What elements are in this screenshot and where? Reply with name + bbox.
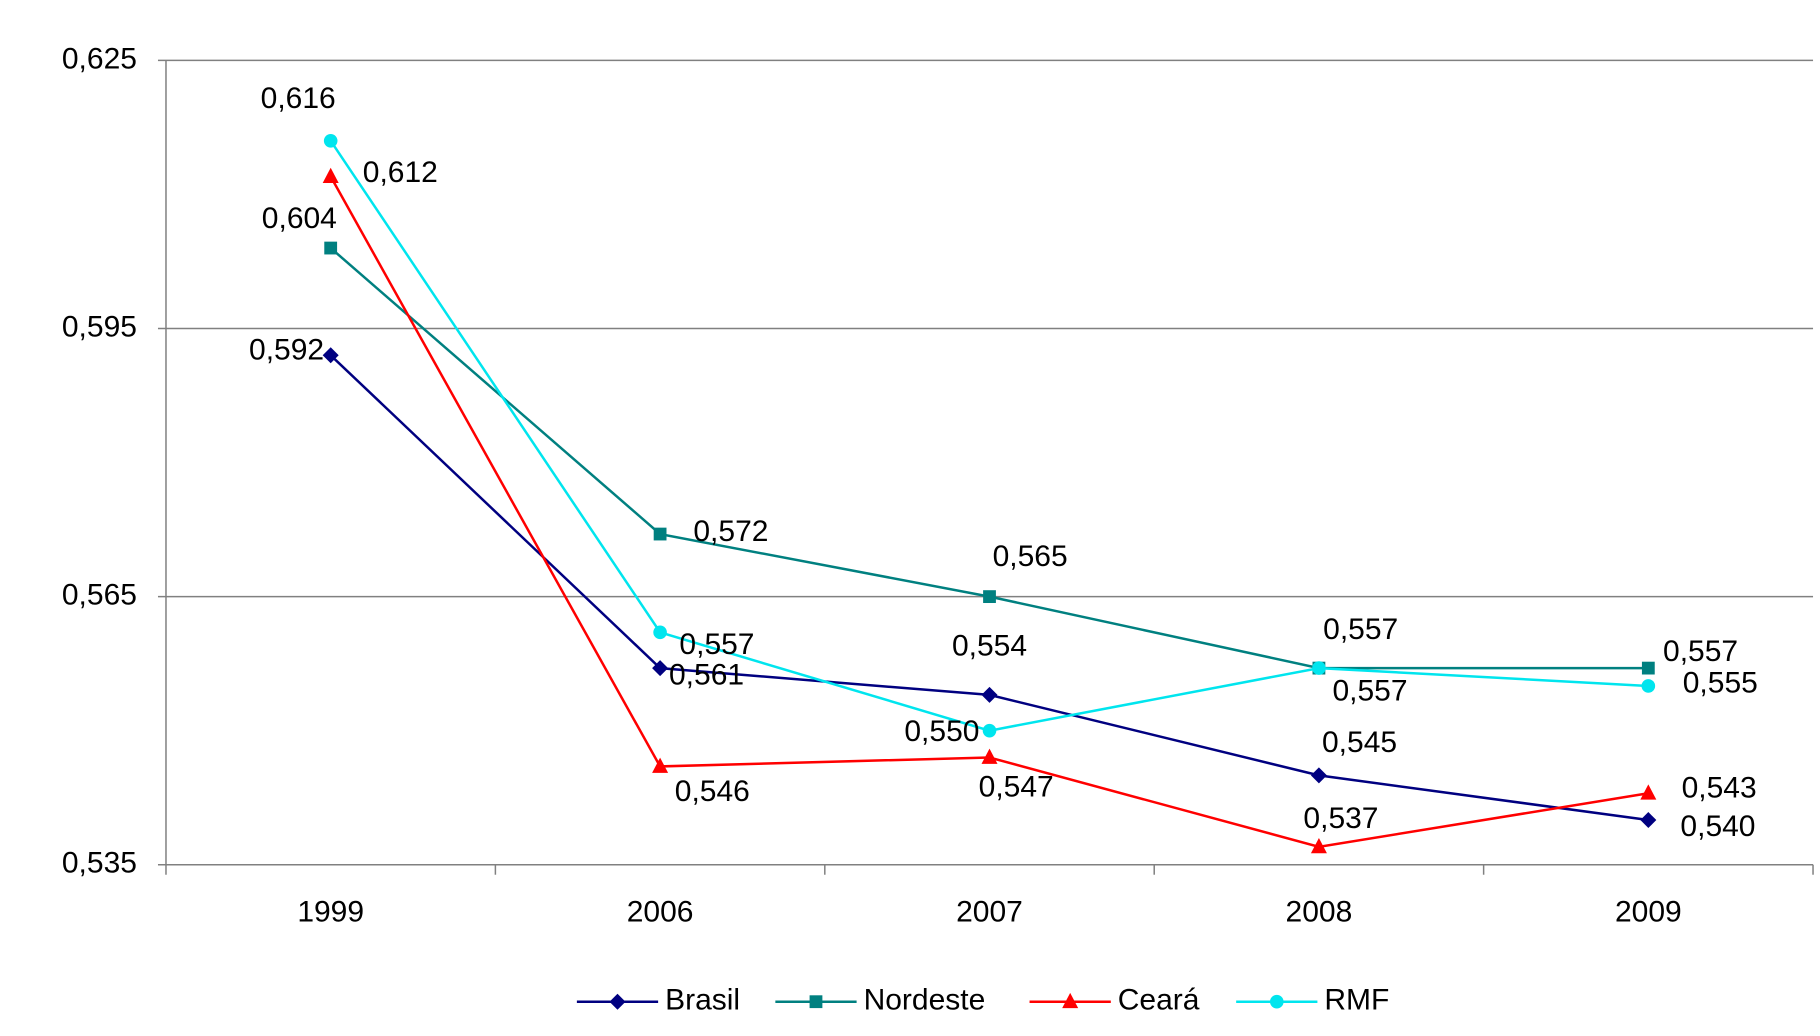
data-label: 0,554 — [952, 629, 1027, 662]
marker — [1310, 838, 1327, 854]
marker — [652, 660, 669, 677]
data-label: 0,565 — [993, 540, 1068, 573]
data-label: 0,572 — [693, 515, 768, 548]
data-label: 0,616 — [261, 82, 336, 115]
data-label: 0,546 — [675, 775, 750, 808]
data-label: 0,545 — [1322, 726, 1397, 759]
series-line — [329, 247, 1649, 670]
data-label: 0,612 — [363, 156, 438, 189]
marker — [652, 757, 669, 773]
legend-marker — [609, 993, 626, 1010]
data-label: 0,543 — [1682, 772, 1757, 805]
marker — [322, 167, 339, 183]
x-tick-label: 2008 — [1286, 895, 1353, 928]
marker — [653, 625, 667, 640]
legend-label: Brasil — [665, 984, 740, 1017]
y-tick-label: 0,565 — [62, 579, 137, 612]
marker — [323, 133, 338, 148]
x-tick-label: 2009 — [1615, 895, 1682, 928]
data-label: 0,540 — [1680, 810, 1755, 843]
data-label: 0,557 — [679, 628, 754, 661]
y-tick-label: 0,625 — [62, 42, 137, 75]
marker — [1641, 661, 1655, 675]
y-tick-label: 0,595 — [62, 310, 137, 343]
legend-marker — [1062, 992, 1079, 1009]
data-label: 0,537 — [1303, 802, 1378, 835]
marker — [981, 748, 998, 764]
legend-marker — [809, 995, 823, 1009]
x-tick-label: 2007 — [956, 895, 1023, 928]
marker — [1641, 679, 1656, 693]
marker — [1640, 812, 1657, 829]
data-label: 0,561 — [669, 658, 744, 691]
marker — [324, 241, 338, 255]
legend-marker — [1269, 994, 1284, 1009]
data-label: 0,604 — [262, 202, 337, 235]
legend-label: RMF — [1324, 984, 1389, 1017]
marker — [653, 527, 667, 541]
legend-label: Nordeste — [864, 984, 986, 1017]
data-label: 0,557 — [1663, 635, 1738, 668]
series-line — [329, 175, 1649, 849]
marker — [322, 347, 339, 364]
data-label: 0,547 — [979, 771, 1054, 804]
legend-label: Ceará — [1118, 984, 1200, 1017]
data-label: 0,555 — [1683, 667, 1758, 700]
x-tick-label: 1999 — [297, 895, 364, 928]
data-label: 0,557 — [1323, 613, 1398, 646]
marker — [981, 686, 998, 703]
data-label: 0,550 — [904, 715, 979, 748]
data-label: 0,592 — [249, 334, 324, 367]
marker — [1310, 767, 1327, 784]
marker — [983, 590, 996, 604]
x-tick-label: 2006 — [627, 895, 694, 928]
marker — [1312, 661, 1326, 675]
marker — [982, 723, 997, 738]
y-tick-label: 0,535 — [62, 847, 137, 880]
marker — [1640, 784, 1657, 800]
data-label: 0,557 — [1332, 674, 1407, 707]
